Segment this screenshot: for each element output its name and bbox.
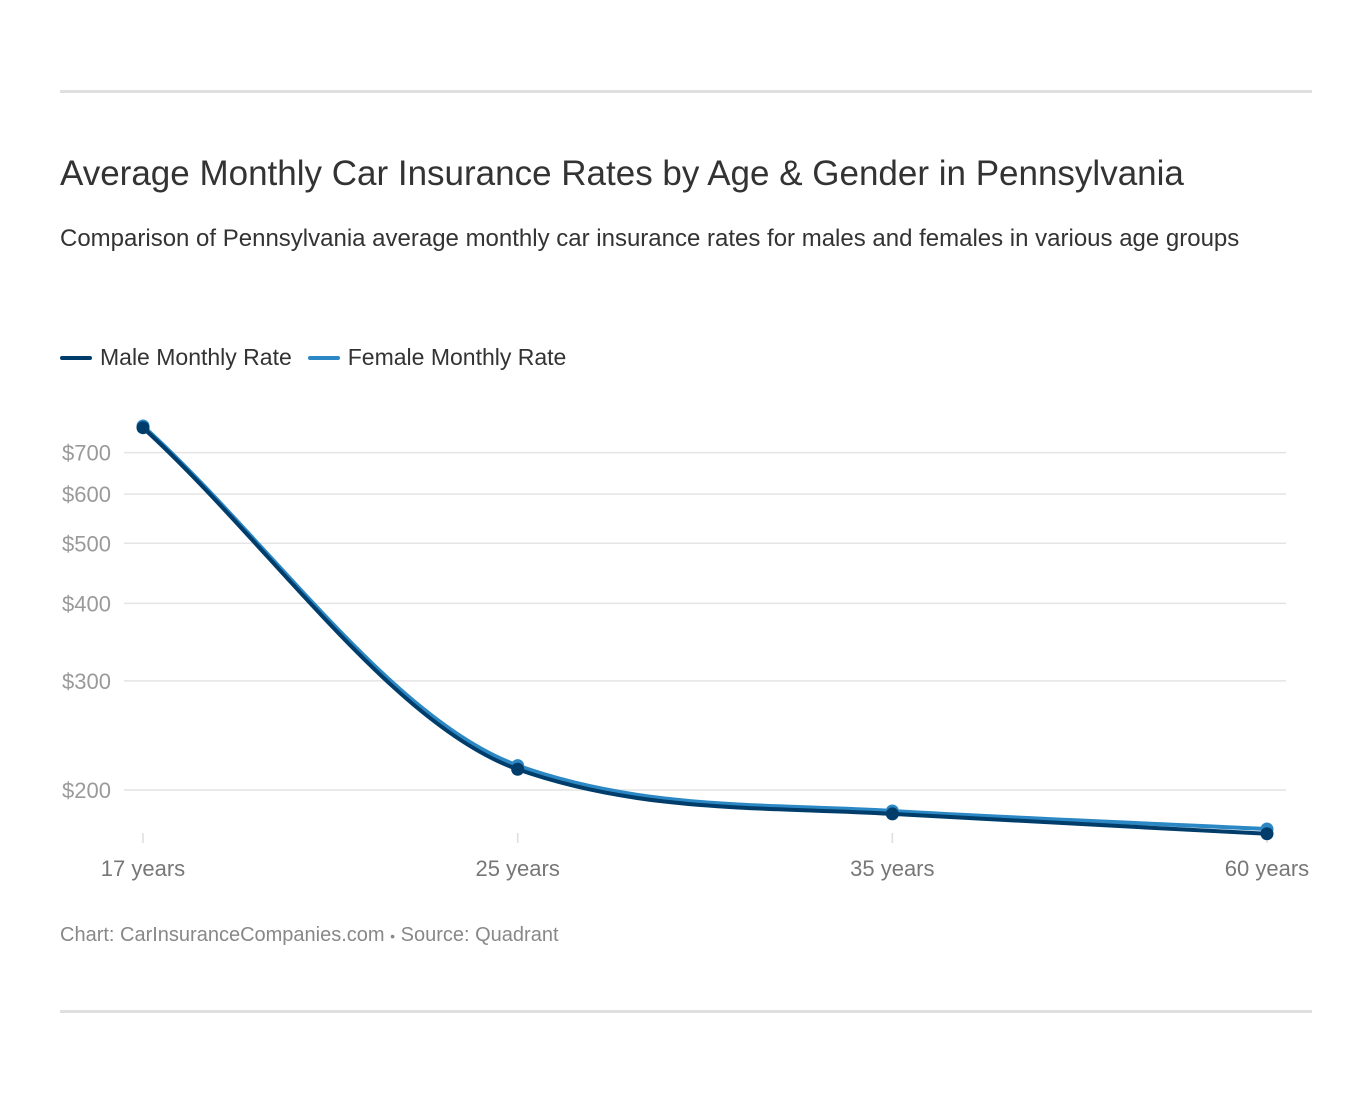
series-line-male xyxy=(141,426,1268,836)
legend: Male Monthly Rate Female Monthly Rate xyxy=(60,344,566,371)
data-point-male xyxy=(136,421,150,435)
x-tick-label: 17 years xyxy=(101,856,185,881)
series-line-female xyxy=(141,424,1268,832)
data-point-male xyxy=(511,762,525,776)
data-point-male xyxy=(885,807,899,821)
legend-item-female: Female Monthly Rate xyxy=(307,344,567,371)
footer-separator: • xyxy=(390,928,396,944)
y-tick-label: $200 xyxy=(62,778,111,803)
y-tick-label: $500 xyxy=(62,531,111,556)
chart-source: Source: Quadrant xyxy=(400,924,559,946)
bottom-rule xyxy=(60,1010,1312,1013)
x-tick-label: 25 years xyxy=(475,856,559,881)
y-tick-label: $700 xyxy=(62,441,111,466)
chart-subtitle: Comparison of Pennsylvania average month… xyxy=(60,225,1240,252)
chart-title: Average Monthly Car Insurance Rates by A… xyxy=(60,154,1184,193)
legend-swatch-male xyxy=(60,355,92,360)
data-point-male xyxy=(1260,827,1274,841)
top-rule xyxy=(60,90,1312,93)
y-tick-label: $400 xyxy=(62,591,111,616)
chart-footer: Chart: CarInsuranceCompanies.com • Sourc… xyxy=(60,924,559,947)
x-tick-label: 60 years xyxy=(1225,856,1309,881)
y-tick-label: $600 xyxy=(62,482,111,507)
legend-label-male: Male Monthly Rate xyxy=(100,344,292,370)
y-tick-label: $300 xyxy=(62,669,111,694)
chart-credit: Chart: CarInsuranceCompanies.com xyxy=(60,924,385,946)
x-tick-label: 35 years xyxy=(850,856,934,881)
legend-swatch-female xyxy=(307,355,340,360)
legend-item-male: Male Monthly Rate xyxy=(60,344,292,371)
legend-label-female: Female Monthly Rate xyxy=(347,344,567,370)
